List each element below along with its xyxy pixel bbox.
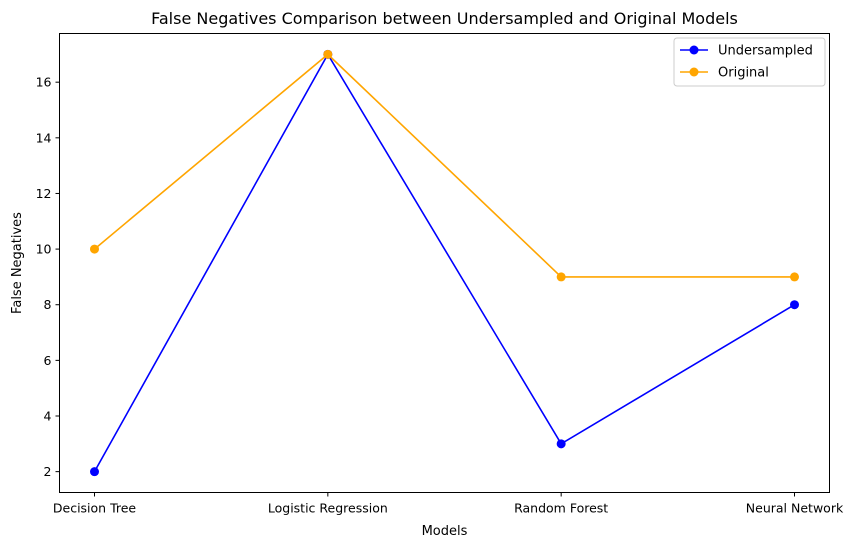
data-point-original <box>323 49 333 59</box>
data-point-original <box>790 272 799 282</box>
x-tick-label: Neural Network <box>746 501 844 516</box>
x-axis-label: Models <box>422 524 468 539</box>
data-point-undersampled <box>790 300 799 310</box>
data-point-original <box>556 272 566 282</box>
plot-area <box>59 33 830 493</box>
y-axis-ticks: 2 4 6 8 10 12 14 16 <box>36 75 60 479</box>
y-tick-label: 4 <box>44 409 52 424</box>
y-tick-label: 12 <box>36 186 52 201</box>
series-line-original <box>93 53 795 278</box>
legend-label-undersampled: Undersampled <box>718 44 813 59</box>
series-layer <box>90 49 799 477</box>
y-tick-label: 16 <box>36 75 52 90</box>
legend: Undersampled Original <box>673 37 826 87</box>
y-tick-label: 2 <box>44 464 52 479</box>
x-axis-ticks: Decision Tree Logistic Regression Random F… <box>53 492 844 516</box>
legend-marker-original <box>689 67 699 77</box>
y-axis-label: False Negatives <box>10 212 25 314</box>
legend-label-original: Original <box>718 66 769 81</box>
x-tick-label: Logistic Regression <box>268 501 388 516</box>
legend-marker-undersampled <box>689 45 699 55</box>
y-tick-label: 14 <box>36 130 52 145</box>
y-tick-label: 10 <box>36 242 52 257</box>
data-point-undersampled <box>556 439 566 449</box>
chart-title: False Negatives Comparison between Under… <box>151 9 738 28</box>
plot-frame <box>59 33 830 493</box>
x-tick-label: Random Forest <box>514 501 608 516</box>
data-point-undersampled <box>90 467 99 477</box>
legend-box <box>673 37 826 87</box>
x-tick-label: Decision Tree <box>53 501 137 516</box>
data-point-original <box>90 244 99 254</box>
y-tick-label: 8 <box>44 297 52 312</box>
series-line-undersampled <box>93 52 795 473</box>
y-tick-label: 6 <box>44 353 52 368</box>
